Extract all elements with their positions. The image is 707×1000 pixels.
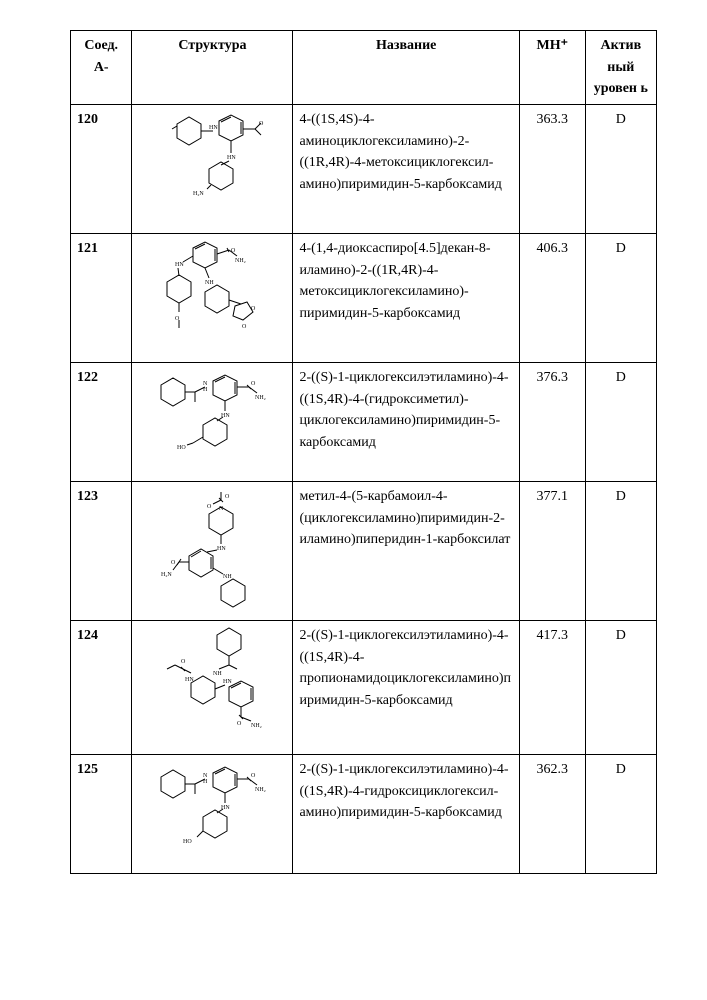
svg-text:O: O [171,560,176,566]
cell-name: 2-((S)-1-циклогексилэтиламино)-4-((1S,4R… [293,621,519,755]
svg-text:HN: HN [175,262,184,268]
svg-text:N: N [219,506,224,512]
svg-text:O: O [207,504,212,510]
svg-text:O: O [225,494,230,500]
table-row: 120 HN [71,105,657,234]
svg-text:NH: NH [205,280,214,286]
svg-text:NH₂: NH₂ [251,723,262,729]
cell-struct: HN O HN H₂N [132,105,293,234]
table-row: 125 N H [71,755,657,874]
svg-text:O: O [251,306,256,312]
svg-text:H₂N: H₂N [161,572,172,578]
cell-name: 2-((S)-1-циклогексилэтиламино)-4-((1S,4R… [293,755,519,874]
cell-id: 123 [71,482,132,621]
svg-text:HN: HN [209,125,218,131]
cell-id: 121 [71,234,132,363]
svg-text:O: O [237,721,242,727]
cell-mh: 376.3 [519,363,585,482]
cell-activity: D [585,621,656,755]
svg-text:O: O [251,773,256,779]
svg-text:HO: HO [183,839,192,845]
structure-icon: NH O HN HN [147,625,277,750]
cell-id: 120 [71,105,132,234]
col-header-mh: MH⁺ [519,31,585,105]
col-header-id: Соед. А- [71,31,132,105]
table-row: 122 N H [71,363,657,482]
cell-activity: D [585,755,656,874]
cell-activity: D [585,482,656,621]
col-header-struct: Структура [132,31,293,105]
cell-mh: 417.3 [519,621,585,755]
svg-text:NH: NH [223,574,232,580]
table-body: 120 HN [71,105,657,874]
cell-id: 124 [71,621,132,755]
cell-struct: N H O NH₂ HN [132,363,293,482]
cell-name: 4-((1S,4S)-4-аминоциклогексиламино)-2-((… [293,105,519,234]
svg-text:O: O [242,324,247,330]
svg-text:NH: NH [213,671,222,677]
svg-text:HN: HN [227,155,236,161]
svg-text:HN: HN [221,413,230,419]
cell-mh: 362.3 [519,755,585,874]
cell-struct: NH O HN HN [132,621,293,755]
cell-activity: D [585,234,656,363]
cell-mh: 363.3 [519,105,585,234]
svg-text:O: O [181,659,186,665]
table-header-row: Соед. А- Структура Название MH⁺ Актив ны… [71,31,657,105]
cell-struct: O NH₂ HN O NH [132,234,293,363]
cell-struct: N H O NH₂ HN [132,755,293,874]
svg-text:HN: HN [217,546,226,552]
svg-text:NH₂: NH₂ [255,395,266,401]
svg-text:O: O [251,381,256,387]
svg-text:HO: HO [177,445,186,451]
svg-text:NH₂: NH₂ [235,258,246,264]
table-row: 121 O NH₂ HN [71,234,657,363]
table-row: 123 O O N HN [71,482,657,621]
cell-struct: O O N HN [132,482,293,621]
svg-text:H: H [203,387,208,393]
table-row: 124 NH O [71,621,657,755]
svg-text:H₂N: H₂N [193,191,204,197]
cell-name: метил-4-(5-карбамоил-4-(циклогексиламино… [293,482,519,621]
svg-text:O: O [259,121,264,127]
cell-id: 125 [71,755,132,874]
structure-icon: N H O NH₂ HN [147,367,277,477]
svg-text:HN: HN [223,679,232,685]
svg-text:NH₂: NH₂ [255,787,266,793]
cell-name: 4-(1,4-диоксаспиро[4.5]декан-8-иламино)-… [293,234,519,363]
structure-icon: HN O HN H₂N [147,109,277,229]
cell-mh: 377.1 [519,482,585,621]
col-header-activity: Актив ный уровен ь [585,31,656,105]
cell-activity: D [585,105,656,234]
cell-id: 122 [71,363,132,482]
structure-icon: N H O NH₂ HN [147,759,277,869]
svg-text:H: H [203,779,208,785]
structure-icon: O NH₂ HN O NH [147,238,277,358]
cell-name: 2-((S)-1-циклогексилэтиламино)-4-((1S,4R… [293,363,519,482]
cell-mh: 406.3 [519,234,585,363]
page-container: Соед. А- Структура Название MH⁺ Актив ны… [0,0,707,874]
col-header-name: Название [293,31,519,105]
svg-text:HN: HN [221,805,230,811]
compounds-table: Соед. А- Структура Название MH⁺ Актив ны… [70,30,657,874]
structure-icon: O O N HN [147,486,277,616]
cell-activity: D [585,363,656,482]
